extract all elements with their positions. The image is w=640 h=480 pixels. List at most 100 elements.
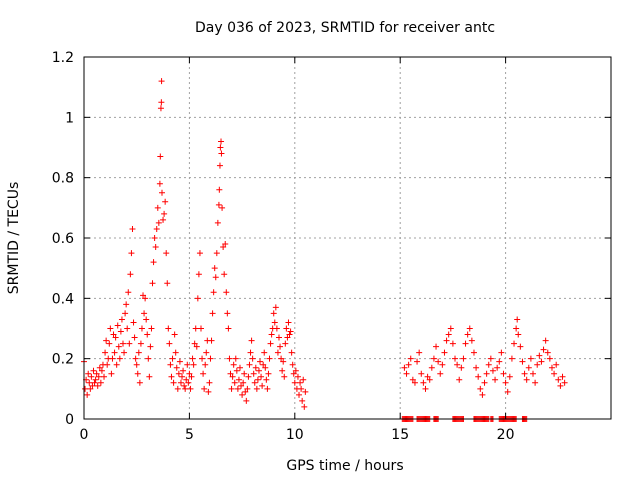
data-point [521,370,528,377]
data-point [189,355,196,362]
data-point [132,355,139,362]
data-point [214,219,221,226]
data-point [217,144,224,151]
data-point [249,355,256,362]
data-point [460,355,467,362]
data-point [530,370,537,377]
data-point [184,361,191,368]
data-point [166,340,173,347]
data-point [441,349,448,356]
data-point [266,355,273,362]
axis-ticks [83,56,611,420]
data-point [561,379,568,386]
data-point [227,370,234,377]
data-point [271,319,278,326]
data-point [523,376,530,383]
data-point [261,349,268,356]
data-point [89,382,96,389]
data-point [91,379,98,386]
data-point [439,361,446,368]
data-point [274,349,281,356]
data-point [447,325,454,332]
data-point [186,370,193,377]
data-point [405,361,412,368]
y-tick-labels: 0 0.2 0.4 0.6 0.8 1 1.2 [52,50,74,428]
data-point [458,364,465,371]
data-point [224,310,231,317]
data-point [292,367,299,374]
data-point [192,325,199,332]
data-point [225,325,232,332]
data-point [299,397,306,404]
data-point [279,367,286,374]
data-point [288,349,295,356]
data-point [102,349,109,356]
y-tick-label: 0 [65,412,74,428]
data-point [238,382,245,389]
chart-title: Day 036 of 2023, SRMTID for receiver ant… [195,20,495,36]
data-point [557,382,564,389]
x-tick-label: 15 [391,427,409,443]
data-point [205,388,212,395]
y-axis-label: SRMTID / TECUs [6,182,22,295]
data-point [280,358,287,365]
data-point [287,328,294,335]
data-point [247,349,254,356]
x-tick-label: 10 [286,427,304,443]
data-point [464,331,471,338]
data-point [449,340,456,347]
data-point [477,385,484,392]
data-point [95,373,102,380]
data-point [473,364,480,371]
data-point [229,373,236,380]
data-point [136,379,143,386]
data-point [297,379,304,386]
data-point [169,355,176,362]
data-point [250,370,257,377]
data-point [416,349,423,356]
y-tick-label: 0.4 [52,291,74,307]
data-point [158,78,165,85]
x-tick-labels: 0 5 10 15 20 [80,427,515,443]
data-point [137,340,144,347]
data-point [150,259,157,266]
data-point [109,355,116,362]
data-point [298,385,305,392]
data-point [206,379,213,386]
data-point [443,337,450,344]
data-point [508,355,515,362]
data-point [422,385,429,392]
x-tick-label: 0 [80,427,89,443]
data-point [167,361,174,368]
data-point [514,316,521,323]
data-point [437,370,444,377]
data-point [179,373,186,380]
data-point [90,367,97,374]
data-point [544,349,551,356]
data-point [113,361,120,368]
data-point [228,385,235,392]
data-point [500,370,507,377]
data-point [173,364,180,371]
data-point [272,304,279,311]
data-point [185,379,192,386]
data-point [211,265,218,272]
data-point [532,379,539,386]
data-point [212,274,219,281]
data-point [183,376,190,383]
data-point [116,355,123,362]
data-point [263,376,270,383]
data-point [174,385,181,392]
data-point [300,376,307,383]
data-point [213,250,220,257]
data-point [171,331,178,338]
data-point [430,355,437,362]
data-point [145,355,152,362]
data-point [452,355,459,362]
data-point [294,373,301,380]
data-point [158,99,165,106]
data-point [296,391,303,398]
data-point [160,216,167,223]
data-point [426,376,433,383]
data-point [502,379,509,386]
